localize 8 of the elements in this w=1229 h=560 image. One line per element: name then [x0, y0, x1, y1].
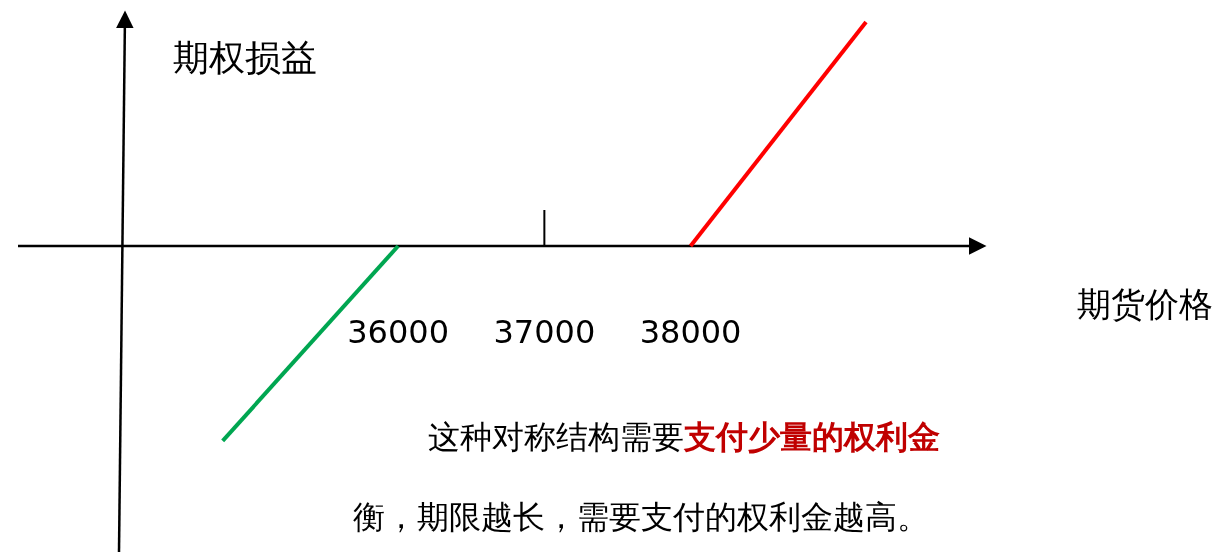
x-axis-title: 期货价格: [1077, 284, 1213, 324]
x-tick-label: 38000: [639, 313, 742, 351]
annotation: 这种对称结构需要: [428, 418, 684, 456]
x-tick-label: 37000: [493, 313, 596, 351]
y-axis-title: 期权损益: [173, 37, 317, 78]
x-tick-label: 36000: [347, 313, 450, 351]
annotation: 支付少量的权利金: [683, 418, 940, 456]
text: 衡，期限越长，需要支付的权利金越高。: [353, 498, 929, 536]
